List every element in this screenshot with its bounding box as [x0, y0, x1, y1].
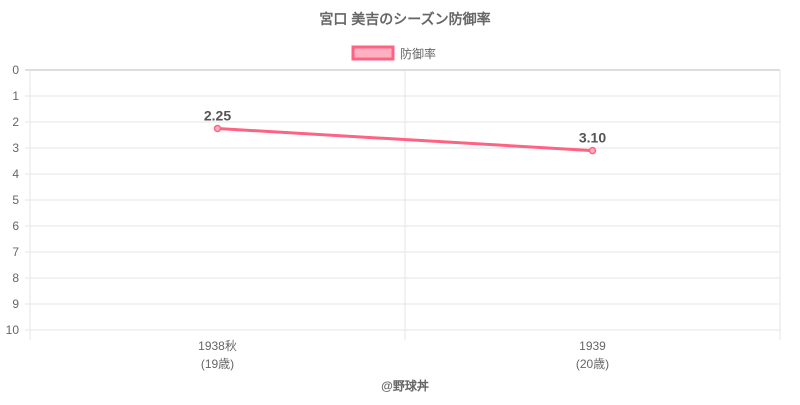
y-tick-label: 4 [12, 167, 19, 181]
y-tick-label: 2 [12, 115, 19, 129]
x-tick-label: (20歳) [576, 357, 609, 371]
y-tick-label: 10 [6, 323, 20, 337]
legend-label: 防御率 [400, 46, 436, 61]
y-tick-label: 6 [12, 219, 19, 233]
x-tick-label: 1938秋 [198, 339, 237, 353]
series-line [217, 127, 593, 153]
legend-swatch [351, 45, 395, 61]
data-label: 2.25 [204, 108, 231, 124]
y-tick-label: 9 [12, 297, 19, 311]
legend[interactable]: 防御率 [351, 45, 436, 61]
y-tick-label: 0 [12, 63, 19, 77]
y-tick-label: 5 [12, 193, 19, 207]
chart-title: 宮口 美吉のシーズン防御率 [319, 11, 490, 27]
data-point [213, 124, 222, 133]
x-tick-label: 1939 [579, 339, 606, 353]
x-tick-label: (19歳) [201, 357, 234, 371]
y-tick-label: 1 [12, 89, 19, 103]
y-tick-label: 7 [12, 245, 19, 259]
data-point [588, 146, 597, 155]
footer-credit: @野球丼 [381, 378, 429, 393]
y-tick-label: 8 [12, 271, 19, 285]
y-tick-label: 3 [12, 141, 19, 155]
data-label: 3.10 [579, 130, 606, 146]
